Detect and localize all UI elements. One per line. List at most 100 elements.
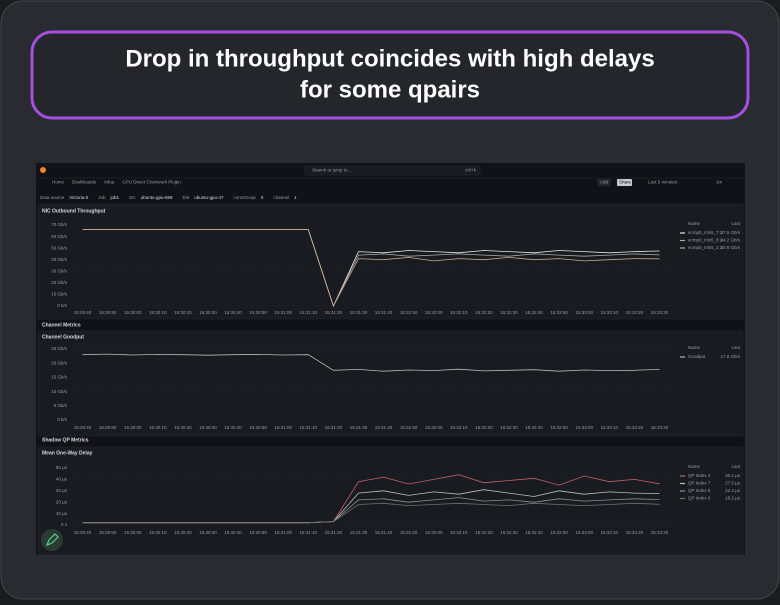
share-label: Share <box>619 180 632 185</box>
x-tick-label: 15:30:40 <box>224 310 242 315</box>
x-tick-label: 15:31:20 <box>325 530 343 535</box>
edit-button[interactable] <box>41 529 63 551</box>
x-tick-label: 15:33:10 <box>601 530 619 535</box>
x-tick-label: 15:31:40 <box>375 425 393 430</box>
x-tick-label: 15:31:30 <box>350 530 368 535</box>
x-tick-label: 15:30:50 <box>249 310 267 315</box>
x-tick-label: 15:30:00 <box>124 310 142 315</box>
legend-value: 22.4 µs <box>725 488 741 493</box>
banner-title: for some qpairs <box>300 76 480 103</box>
legend-name[interactable]: QP Index 0 <box>688 496 711 501</box>
x-tick-label: 15:31:10 <box>300 310 318 315</box>
variable-value[interactable]: job1 <box>109 195 119 200</box>
y-tick-label: 15 Gb/s <box>51 375 68 380</box>
banner-title: Drop in throughput coincides with high d… <box>125 45 654 72</box>
panel-title: Channel Goodput <box>42 334 84 340</box>
add-button[interactable] <box>597 179 611 186</box>
legend-value: 47.5 Gb/s <box>720 230 740 235</box>
x-tick-label: 15:33:10 <box>601 425 619 430</box>
variable-value[interactable]: 0 <box>261 195 264 200</box>
x-tick-label: 15:29:40 <box>74 310 92 315</box>
x-tick-label: 15:32:10 <box>450 425 468 430</box>
x-tick-label: 15:33:30 <box>651 310 669 315</box>
breadcrumb[interactable]: Infua <box>104 180 115 185</box>
y-tick-label: 0 b/s <box>57 303 68 308</box>
panel-title: Mean One-Way Delay <box>42 450 93 456</box>
legend-name[interactable]: QP Index 7 <box>688 481 711 486</box>
y-tick-label: 50 µs <box>56 465 68 470</box>
x-tick-label: 15:32:30 <box>500 530 518 535</box>
x-tick-label: 15:31:50 <box>400 425 418 430</box>
search-box[interactable] <box>304 165 481 176</box>
breadcrumb[interactable]: Home <box>52 180 65 185</box>
variable-value[interactable]: Victoria-0 <box>69 195 88 200</box>
x-tick-label: 15:30:10 <box>149 425 167 430</box>
shortcut: ctrl+k <box>465 168 477 173</box>
x-tick-label: 15:33:30 <box>651 425 669 430</box>
x-tick-label: 15:30:50 <box>249 530 267 535</box>
x-tick-label: 15:32:30 <box>500 310 518 315</box>
x-tick-label: 15:31:00 <box>274 310 292 315</box>
x-tick-label: 15:31:50 <box>400 310 418 315</box>
x-tick-label: 15:33:30 <box>651 530 669 535</box>
x-tick-label: 15:31:40 <box>375 530 393 535</box>
x-tick-label: 15:30:30 <box>199 310 217 315</box>
series-line <box>82 353 660 372</box>
x-tick-label: 15:33:20 <box>626 310 644 315</box>
row-title[interactable]: Channel Metrics <box>42 322 81 328</box>
logo <box>40 167 46 173</box>
y-tick-label: 30 Gb/s <box>51 268 68 273</box>
add-label: Add <box>600 180 609 185</box>
legend-name[interactable]: ecmp0_mlx5_7:1 <box>688 230 723 235</box>
variable-value[interactable]: ubuntu-gpu-47 <box>194 195 224 200</box>
y-tick-label: 30 µs <box>56 488 68 493</box>
legend-value: 36.1 µs <box>725 473 741 478</box>
legend-name[interactable]: ecmp0_mlx5_2:1 <box>688 245 723 250</box>
row-title[interactable]: Shadow QP Metrics <box>42 437 89 443</box>
x-tick-label: 15:33:00 <box>575 425 593 430</box>
x-tick-label: 15:29:50 <box>99 425 117 430</box>
edit-icon <box>45 533 59 547</box>
y-tick-label: 10 Gb/s <box>51 389 68 394</box>
y-tick-label: 20 Gb/s <box>51 360 68 365</box>
breadcrumb[interactable]: Dashboards <box>72 180 97 185</box>
y-tick-label: 20 Gb/s <box>51 280 68 285</box>
time-range[interactable]: Last 5 minutes <box>648 180 678 185</box>
y-tick-label: 60 Gb/s <box>51 234 68 239</box>
x-tick-label: 15:32:20 <box>475 425 493 430</box>
variable-label: Job <box>98 195 106 200</box>
variables: Data source Victoria-0 Job job1 Src ubuntu-gp… <box>40 195 297 200</box>
x-tick-label: 15:30:30 <box>199 425 217 430</box>
x-tick-label: 15:32:10 <box>450 310 468 315</box>
x-tick-label: 15:30:10 <box>149 310 167 315</box>
breadcrumbs: Home Dashboards Infua GPU Direct Clockwork … <box>52 180 181 185</box>
variable-label: Src <box>129 195 137 200</box>
legend-name[interactable]: ecmp0_mlx5_8:1 <box>688 238 723 243</box>
x-tick-label: 15:32:20 <box>475 530 493 535</box>
x-tick-label: 15:30:10 <box>149 530 167 535</box>
x-tick-label: 15:32:40 <box>525 310 543 315</box>
y-tick-label: 50 Gb/s <box>51 245 68 250</box>
x-tick-label: 15:31:40 <box>375 310 393 315</box>
x-tick-label: 15:32:30 <box>500 425 518 430</box>
panel <box>37 203 744 320</box>
refresh[interactable]: 1m <box>716 180 723 185</box>
share-button[interactable] <box>617 179 632 186</box>
panels: Channel Metrics Shadow QP Metrics NIC Outb… <box>37 203 744 556</box>
variable-value[interactable]: 1 <box>294 195 297 200</box>
breadcrumb[interactable]: GPU Direct Clockwork Plugin <box>122 180 181 185</box>
variable-value[interactable]: ubuntu-gpu-659 <box>141 195 173 200</box>
x-tick-label: 15:30:30 <box>199 530 217 535</box>
series-line <box>82 229 660 308</box>
x-tick-label: 15:31:30 <box>350 425 368 430</box>
legend-header: Last <box>731 345 740 350</box>
legend-name[interactable]: Goodput <box>688 354 706 359</box>
legend-name[interactable]: QP Index 3 <box>688 473 711 478</box>
x-tick-label: 15:30:40 <box>224 530 242 535</box>
x-tick-label: 15:32:40 <box>525 425 543 430</box>
x-tick-label: 15:32:20 <box>475 310 493 315</box>
legend-name[interactable]: QP Index 5 <box>688 488 711 493</box>
y-tick-label: 5 Gb/s <box>54 403 68 408</box>
x-tick-label: 15:31:20 <box>325 425 343 430</box>
banner <box>30 30 750 120</box>
